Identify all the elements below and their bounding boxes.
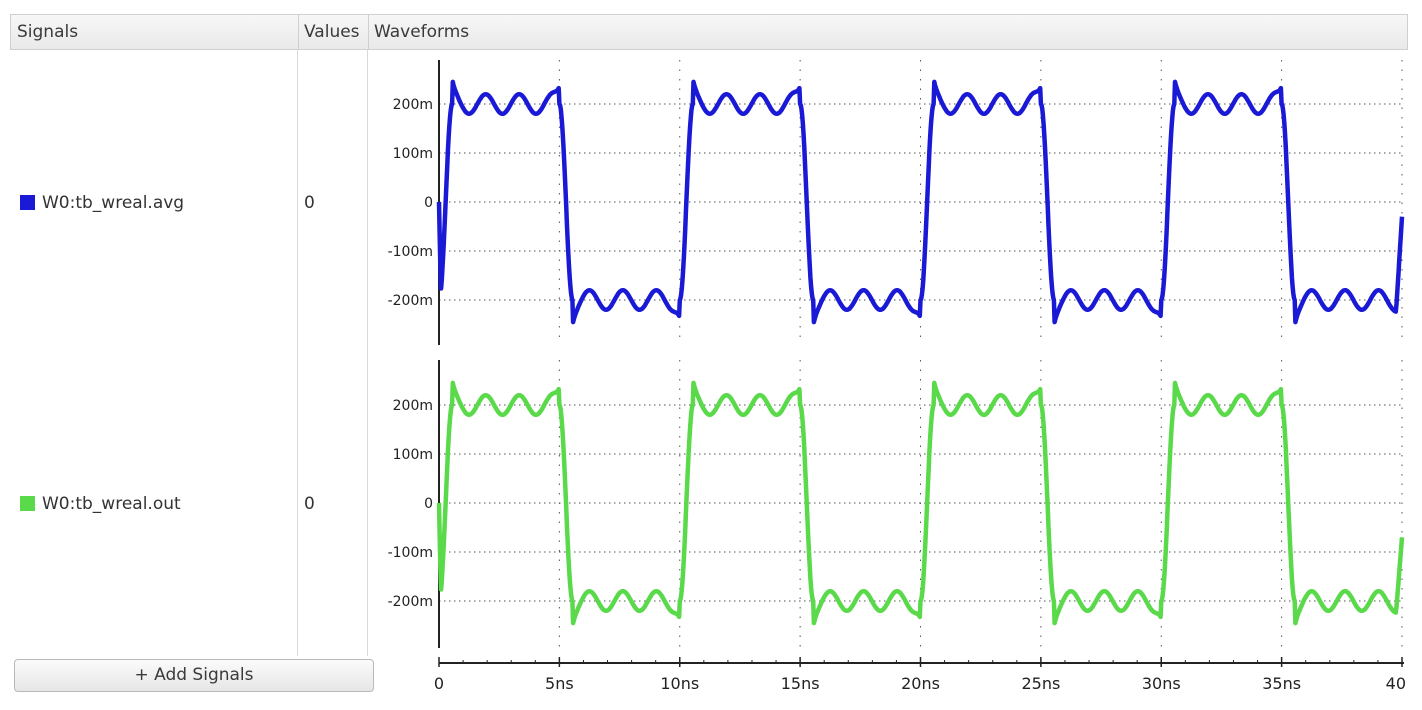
- time-tick-label: 5ns: [545, 674, 574, 693]
- y-tick-label: -100m: [388, 545, 433, 561]
- y-tick-label: 0: [424, 195, 433, 211]
- waveform-trace: [436, 79, 1405, 325]
- signal-name: W0:tb_wreal.avg: [42, 193, 185, 213]
- signal-value: 0: [304, 193, 315, 213]
- signal-value: 0: [304, 494, 315, 514]
- column-divider[interactable]: [368, 15, 369, 49]
- signal-row-avg[interactable]: W0:tb_wreal.avg: [20, 191, 184, 215]
- signal-row-out[interactable]: W0:tb_wreal.out: [20, 492, 181, 516]
- column-header-bar: Signals Values Waveforms: [10, 14, 1408, 50]
- y-tick-label: 0: [424, 496, 433, 512]
- time-tick-label: 15ns: [781, 674, 820, 693]
- signal-name: W0:tb_wreal.out: [42, 494, 181, 514]
- y-tick-label: 200m: [393, 398, 433, 414]
- signals-values-divider: [297, 50, 298, 656]
- time-tick-label: 0: [434, 674, 444, 693]
- waveform-trace: [436, 380, 1405, 626]
- y-tick-label: 100m: [393, 146, 433, 162]
- y-tick-label: -100m: [388, 244, 433, 260]
- y-tick-label: -200m: [388, 293, 433, 309]
- add-signals-button[interactable]: + Add Signals: [14, 659, 374, 692]
- time-tick-label: 20ns: [901, 674, 940, 693]
- time-tick-label: 10ns: [660, 674, 699, 693]
- y-tick-label: 100m: [393, 447, 433, 463]
- time-tick-label: 25ns: [1021, 674, 1060, 693]
- values-column-header[interactable]: Values: [304, 22, 360, 42]
- time-tick-label: 35ns: [1262, 674, 1301, 693]
- time-tick-label: 40: [1386, 674, 1406, 693]
- y-tick-label: 200m: [393, 97, 433, 113]
- time-tick-label: 30ns: [1142, 674, 1181, 693]
- signal-color-swatch: [20, 195, 35, 210]
- signal-color-swatch: [20, 496, 35, 511]
- waveforms-column-header[interactable]: Waveforms: [374, 22, 470, 42]
- y-tick-label: -200m: [388, 594, 433, 610]
- signals-column-header[interactable]: Signals: [17, 22, 79, 42]
- column-divider[interactable]: [298, 15, 299, 49]
- values-waveforms-divider: [367, 50, 368, 656]
